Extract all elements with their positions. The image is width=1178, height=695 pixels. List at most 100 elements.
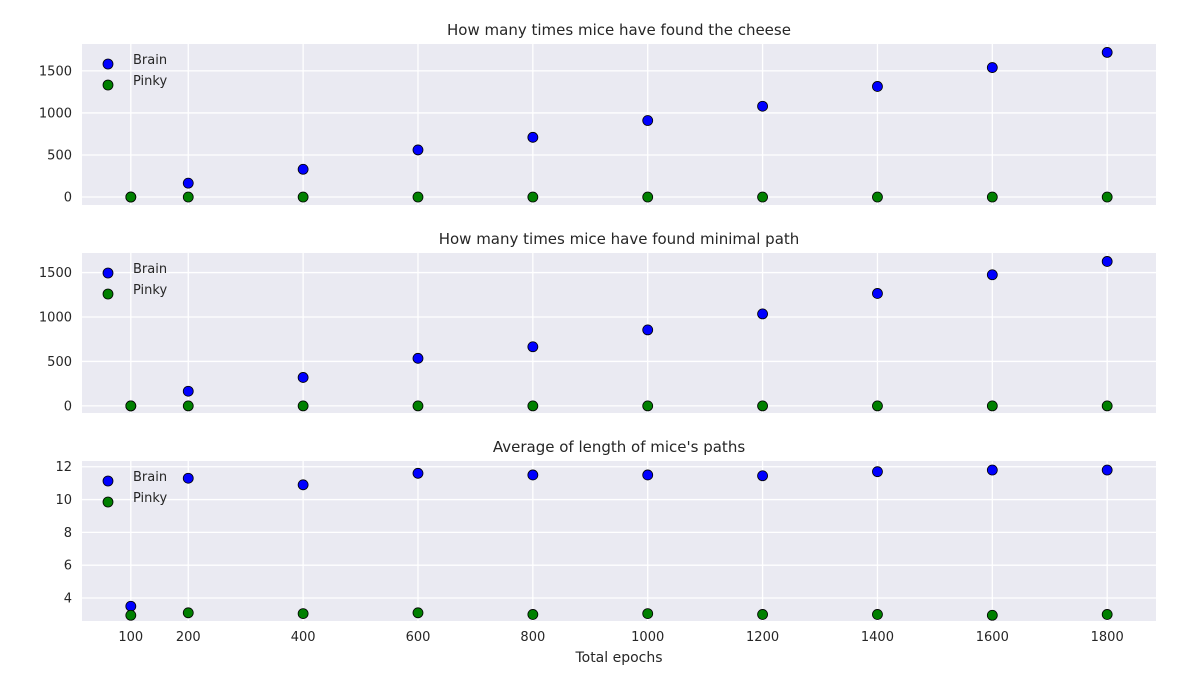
legend-label: Pinky (133, 74, 167, 89)
data-point-brain (757, 470, 768, 482)
y-tick-label: 12 (55, 460, 72, 475)
data-point-pinky (872, 400, 883, 412)
legend-marker (102, 79, 114, 91)
x-tick-label: 1600 (976, 630, 1009, 645)
legend-marker (102, 475, 114, 487)
data-point-pinky (757, 609, 768, 620)
data-point-brain (412, 144, 424, 156)
legend-label: Pinky (133, 283, 167, 298)
legend-marker (102, 58, 114, 70)
data-point-brain (297, 163, 309, 175)
data-point-brain (297, 479, 309, 491)
subplot-title: How many times mice have found minimal p… (439, 230, 800, 248)
legend-label: Brain (133, 470, 167, 485)
series-pinky (125, 191, 1113, 203)
data-point-pinky (527, 191, 539, 203)
series-pinky (125, 607, 1113, 621)
data-point-brain (1101, 47, 1113, 58)
data-point-brain (642, 324, 654, 336)
x-tick-label: 400 (291, 630, 316, 645)
legend-marker (102, 288, 114, 300)
data-point-pinky (527, 400, 539, 412)
data-point-pinky (1101, 191, 1113, 203)
x-tick-label: 100 (118, 630, 143, 645)
subplot-title: How many times mice have found the chees… (447, 21, 791, 39)
data-point-brain (986, 62, 998, 73)
legend-label: Brain (133, 53, 167, 68)
data-point-pinky (757, 191, 768, 203)
data-point-brain (642, 469, 654, 481)
subplot-1: 0 500 1000 1500 How many times mice have fou… (39, 21, 1156, 206)
data-point-brain (182, 385, 194, 397)
plot-area (82, 253, 1156, 413)
data-point-pinky (182, 607, 194, 619)
data-point-brain (182, 177, 194, 189)
data-point-pinky (642, 400, 654, 412)
data-point-pinky (125, 400, 137, 412)
data-point-brain (986, 464, 998, 476)
data-point-pinky (297, 191, 309, 203)
x-tick-label: 1200 (746, 630, 779, 645)
series-pinky (125, 400, 1113, 412)
data-point-brain (1101, 256, 1113, 267)
legend-marker (102, 267, 114, 279)
data-point-pinky (757, 400, 768, 412)
subplot-3: 4 6 8 10 12 100 200 400 600 800 1000 1200 1400 1600 18… (55, 438, 1156, 645)
data-point-brain (527, 341, 539, 353)
series-brain (125, 464, 1113, 612)
legend: Brain Pinky (102, 470, 167, 508)
data-point-brain (757, 100, 768, 112)
x-tick-label: 1800 (1091, 630, 1124, 645)
data-point-pinky (182, 400, 194, 412)
data-point-brain (412, 467, 424, 479)
data-point-brain (412, 352, 424, 364)
y-tick-label: 1500 (39, 64, 72, 79)
y-tick-label: 6 (64, 559, 72, 574)
y-tick-label: 500 (47, 355, 72, 370)
data-point-pinky (986, 191, 998, 203)
data-point-brain (986, 269, 998, 281)
subplot-title: Average of length of mice's paths (493, 438, 745, 456)
data-point-pinky (125, 191, 137, 203)
legend: Brain Pinky (102, 53, 167, 91)
data-point-pinky (872, 609, 883, 620)
data-point-pinky (642, 608, 654, 620)
data-point-pinky (182, 191, 194, 203)
y-tick-label: 500 (47, 148, 72, 163)
data-point-brain (182, 472, 194, 484)
x-tick-label: 600 (406, 630, 431, 645)
data-point-brain (872, 466, 883, 478)
y-tick-label: 8 (64, 526, 72, 541)
data-point-pinky (872, 191, 883, 203)
data-point-pinky (986, 400, 998, 412)
data-point-brain (642, 115, 654, 126)
data-point-pinky (1101, 400, 1113, 412)
data-point-brain (125, 600, 137, 612)
data-point-brain (527, 469, 539, 481)
legend-marker (102, 496, 114, 508)
y-tick-label: 0 (64, 191, 72, 206)
data-point-brain (297, 372, 309, 383)
data-point-pinky (986, 609, 998, 621)
data-point-pinky (412, 191, 424, 203)
data-point-brain (527, 131, 539, 143)
data-point-pinky (642, 191, 654, 203)
subplot-2: 0 500 1000 1500 How many times mice have fou… (39, 230, 1156, 414)
x-tick-label: 200 (176, 630, 201, 645)
x-axis-label: Total epochs (574, 650, 662, 666)
data-point-pinky (297, 400, 309, 412)
y-tick-label: 1000 (39, 311, 72, 326)
y-tick-label: 10 (55, 493, 72, 508)
data-point-brain (757, 308, 768, 320)
legend-label: Brain (133, 262, 167, 277)
y-tick-label: 4 (64, 592, 72, 607)
legend: Brain Pinky (102, 262, 167, 300)
data-point-pinky (125, 609, 137, 621)
data-point-pinky (1101, 609, 1113, 620)
x-tick-label: 800 (520, 630, 545, 645)
data-point-pinky (412, 607, 424, 619)
x-tick-label: 1400 (861, 630, 894, 645)
data-point-brain (1101, 464, 1113, 476)
y-tick-label: 0 (64, 399, 72, 414)
